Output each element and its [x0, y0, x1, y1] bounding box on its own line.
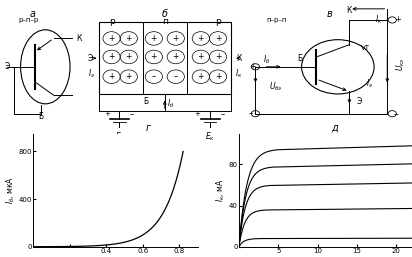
Text: К: К: [346, 6, 352, 15]
Text: б: б: [162, 9, 168, 19]
Text: К: К: [77, 34, 82, 43]
Y-axis label: $I_к$, мА: $I_к$, мА: [215, 178, 227, 202]
Text: Б: Б: [143, 97, 149, 106]
Text: –: –: [152, 72, 156, 81]
Text: –: –: [249, 109, 253, 118]
Text: +: +: [104, 111, 110, 117]
Text: $U_{кэ}$: $U_{кэ}$: [395, 58, 407, 71]
Text: в: в: [327, 9, 332, 19]
Text: $I_э$: $I_э$: [88, 68, 95, 80]
Text: +: +: [215, 34, 221, 43]
Text: $I_к$: $I_к$: [375, 14, 383, 26]
Text: –: –: [220, 110, 225, 119]
Text: +: +: [198, 72, 204, 81]
Text: +: +: [108, 52, 115, 61]
Text: +: +: [173, 52, 179, 61]
Text: а: а: [30, 9, 36, 19]
Text: п: п: [162, 17, 168, 26]
Text: –: –: [173, 72, 178, 81]
Text: +: +: [215, 52, 221, 61]
Text: +: +: [151, 34, 157, 43]
Text: $I_к$: $I_к$: [235, 68, 242, 80]
Text: р: р: [215, 17, 221, 26]
Text: +: +: [126, 52, 132, 61]
Text: р: р: [109, 17, 115, 26]
Text: +: +: [126, 72, 132, 81]
Text: +: +: [195, 111, 201, 117]
X-axis label: $U_{кэ}$, В: $U_{кэ}$, В: [314, 255, 337, 257]
Text: –: –: [394, 109, 399, 119]
Text: д: д: [331, 123, 337, 133]
Text: +: +: [108, 72, 115, 81]
Text: +: +: [151, 52, 157, 61]
Text: К: К: [236, 54, 241, 63]
Text: $I_б$: $I_б$: [167, 98, 175, 110]
Text: г: г: [146, 123, 151, 133]
Text: Э: Э: [88, 54, 94, 63]
Text: –: –: [130, 110, 134, 119]
Text: +: +: [198, 34, 204, 43]
Bar: [99, 22, 231, 94]
Text: $I_б$: $I_б$: [263, 53, 271, 66]
Text: +: +: [126, 34, 132, 43]
Text: Э: Э: [357, 97, 362, 106]
Text: +: +: [215, 72, 221, 81]
X-axis label: $U_{бэ}$, В: $U_{бэ}$, В: [103, 255, 127, 257]
Text: +: +: [108, 34, 115, 43]
Y-axis label: $I_б$, мкА: $I_б$, мкА: [4, 176, 16, 204]
Text: п–р–п: п–р–п: [267, 17, 287, 23]
Text: +: +: [173, 34, 179, 43]
Text: $I_э$: $I_э$: [366, 78, 373, 90]
Text: Б: Б: [39, 112, 44, 121]
Text: +: +: [394, 15, 401, 24]
Text: $U_{бэ}$: $U_{бэ}$: [269, 80, 282, 93]
Text: Б: Б: [297, 54, 302, 63]
Text: +: +: [198, 52, 204, 61]
Text: $E_э$: $E_э$: [115, 131, 124, 143]
Text: Э: Э: [5, 62, 10, 71]
Text: VT: VT: [361, 45, 370, 51]
Text: $E_к$: $E_к$: [205, 131, 215, 143]
Text: р–п–р: р–п–р: [19, 17, 39, 23]
Text: +: +: [249, 62, 255, 71]
